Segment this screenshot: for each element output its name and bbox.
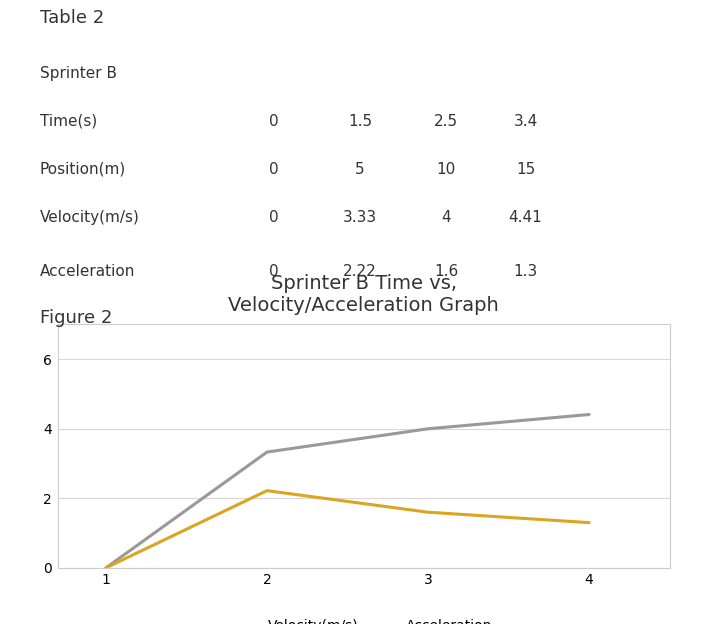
- Text: 10: 10: [437, 162, 456, 177]
- Text: Sprinter B: Sprinter B: [40, 66, 117, 81]
- Text: 3.33: 3.33: [343, 210, 377, 225]
- Text: 2.5: 2.5: [434, 114, 459, 129]
- Text: 2.22: 2.22: [343, 263, 377, 278]
- Text: Table 2: Table 2: [40, 9, 104, 27]
- Text: Time(s): Time(s): [40, 114, 97, 129]
- Text: 15: 15: [516, 162, 535, 177]
- Text: 0: 0: [269, 114, 279, 129]
- Text: 1.5: 1.5: [348, 114, 372, 129]
- Text: 5: 5: [355, 162, 365, 177]
- Text: Position(m): Position(m): [40, 162, 126, 177]
- Text: 4.41: 4.41: [509, 210, 542, 225]
- Text: 0: 0: [269, 263, 279, 278]
- Text: Velocity(m/s): Velocity(m/s): [40, 210, 140, 225]
- Text: 0: 0: [269, 210, 279, 225]
- Title: Sprinter B Time vs,
Velocity/Acceleration Graph: Sprinter B Time vs, Velocity/Acceleratio…: [228, 273, 499, 314]
- Text: 4: 4: [441, 210, 451, 225]
- Text: 1.3: 1.3: [513, 263, 538, 278]
- Legend: Velocity(m/s), Acceleration: Velocity(m/s), Acceleration: [229, 613, 498, 624]
- Text: 1.6: 1.6: [434, 263, 459, 278]
- Text: Acceleration: Acceleration: [40, 263, 135, 278]
- Text: 3.4: 3.4: [513, 114, 538, 129]
- Text: 0: 0: [269, 162, 279, 177]
- Text: Figure 2: Figure 2: [40, 309, 112, 327]
